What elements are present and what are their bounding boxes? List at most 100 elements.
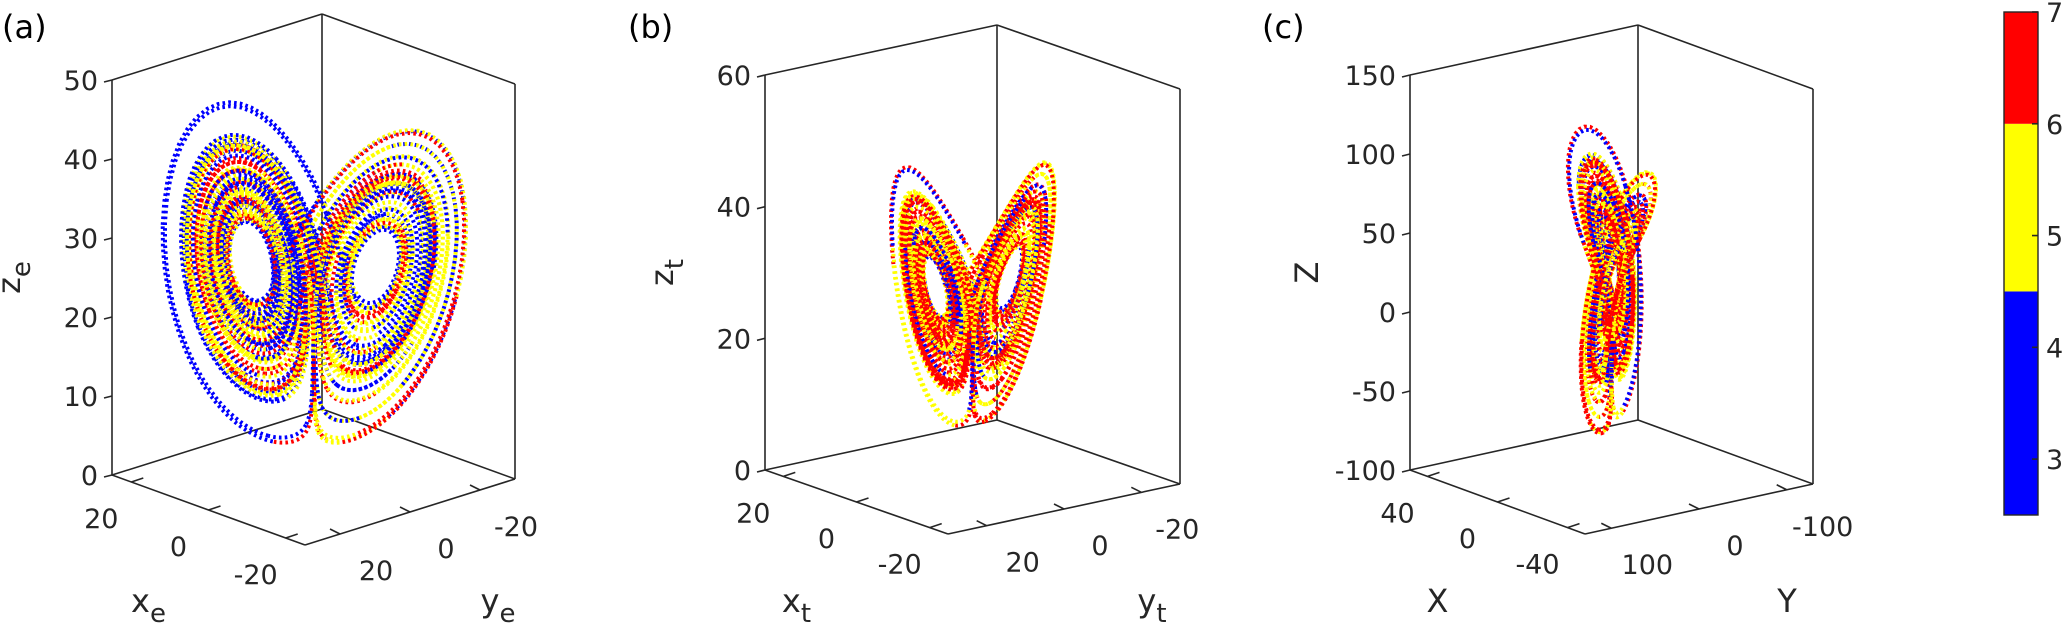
floor-back-left-edge — [764, 419, 998, 471]
trajectory-segment — [1611, 404, 1626, 415]
trajectory-segment — [310, 343, 316, 394]
trajectory-segment — [1611, 317, 1627, 336]
trajectory-segment — [361, 224, 403, 254]
trajectory-segment — [230, 369, 295, 394]
trajectory-segment — [317, 327, 335, 382]
trajectory-segment — [990, 217, 1056, 415]
x-tick-label: 20 — [736, 498, 770, 529]
trajectory-segment — [347, 224, 381, 280]
trajectory-segment — [1013, 231, 1030, 305]
trajectory-segment — [888, 165, 965, 265]
trajectory-segment — [339, 211, 387, 278]
y-axis-label-subscript: e — [499, 599, 515, 629]
trajectory-segment — [220, 259, 263, 320]
trajectory-segment — [218, 280, 271, 331]
trajectory-segment — [221, 325, 286, 362]
trajectory-segment — [369, 253, 403, 311]
trajectory-segment — [963, 275, 984, 342]
trajectory-segment — [321, 376, 358, 403]
trajectory-segment — [1576, 151, 1638, 297]
x-axis-label-main: x — [782, 582, 801, 620]
z-tick — [756, 469, 766, 473]
trajectory-segment — [329, 254, 341, 329]
trajectory-segment — [361, 251, 425, 351]
x-tick-label: 40 — [1380, 498, 1414, 529]
trajectory-segment — [313, 367, 324, 408]
trajectory-segment — [338, 315, 381, 341]
trajectory-segment — [920, 251, 931, 303]
trajectory-segment — [1579, 199, 1608, 309]
trajectory-segment — [334, 337, 387, 359]
x-tick — [1497, 497, 1510, 503]
y-tick-label: 20 — [1005, 548, 1039, 579]
trajectory-segment — [971, 300, 981, 357]
trajectory-segment — [324, 213, 359, 303]
z-tick-label: 0 — [1379, 298, 1396, 329]
trajectory-segment — [986, 233, 1017, 302]
top-left-edge — [764, 24, 998, 76]
trajectory-segment — [1579, 159, 1631, 239]
y-tick — [976, 519, 988, 527]
trajectory-segment — [907, 216, 954, 262]
top-left-edge — [111, 13, 323, 81]
x-axis-label-subscript: t — [801, 599, 811, 629]
trajectory-segment — [951, 409, 971, 424]
trajectory-segment — [304, 393, 314, 426]
trajectory-segment — [1589, 210, 1637, 357]
trajectory-segment — [1567, 127, 1628, 244]
trajectory-segment — [911, 226, 953, 270]
panel-label: (c) — [1262, 8, 1305, 46]
trajectory-segment — [311, 179, 380, 287]
trajectory-segment — [245, 145, 322, 278]
z-tick — [756, 205, 766, 210]
trajectory-segment — [311, 358, 317, 403]
x-tick — [131, 477, 144, 483]
trajectory-segment — [201, 173, 240, 330]
trajectory-segment — [327, 174, 436, 238]
trajectory-segment — [1609, 353, 1614, 392]
colorbar: 3 4 5 6 7 — [2003, 0, 2063, 516]
y-tick — [1776, 484, 1788, 491]
trajectory-segment — [333, 348, 390, 367]
trajectory-segment — [969, 292, 986, 349]
trajectory-segment — [977, 162, 1056, 258]
top-right-edge — [1637, 24, 1814, 90]
trajectory-segment — [973, 411, 994, 421]
z-tick — [103, 79, 113, 83]
y-tick-label: 20 — [359, 556, 393, 587]
trajectory-segment — [1006, 206, 1041, 346]
trajectory-segment — [1599, 396, 1612, 419]
trajectory-segment — [219, 205, 265, 260]
trajectory-segment — [946, 303, 959, 346]
z-tick-label: 50 — [1362, 219, 1396, 250]
trajectory-segment — [1004, 161, 1057, 399]
y-axis-label: yt — [1137, 582, 1166, 629]
trajectory-segment — [1581, 260, 1601, 419]
trajectory-segment — [985, 319, 1023, 366]
trajectory-segment — [218, 203, 252, 287]
trajectory-segment — [981, 204, 1036, 283]
trajectory-segment — [972, 414, 987, 425]
trajectory-segment — [338, 276, 357, 331]
trajectory-segment — [319, 428, 359, 440]
z-tick — [103, 474, 113, 478]
trajectory-segment — [342, 317, 413, 367]
trajectory-segment — [371, 176, 436, 323]
trajectory-segment — [340, 300, 374, 332]
trajectory-segment — [991, 303, 1017, 327]
trajectory-segment — [199, 208, 256, 359]
trajectory-segment — [979, 360, 1006, 375]
trajectory-segment — [203, 176, 280, 255]
z-axis-label-main: z — [643, 269, 681, 286]
trajectory-segment — [208, 184, 241, 317]
trajectory-segment — [319, 180, 408, 268]
trajectory-segment — [314, 318, 326, 378]
trajectory-segment — [278, 257, 292, 330]
trajectory-segment — [989, 183, 1049, 251]
trajectory-segment — [1613, 347, 1629, 365]
trajectory-segment — [372, 231, 415, 330]
y-axis-label-main: Y — [1776, 582, 1797, 620]
trajectory-segment — [974, 394, 995, 407]
trajectory-segment — [333, 292, 357, 342]
trajectory-segment — [1616, 243, 1625, 315]
